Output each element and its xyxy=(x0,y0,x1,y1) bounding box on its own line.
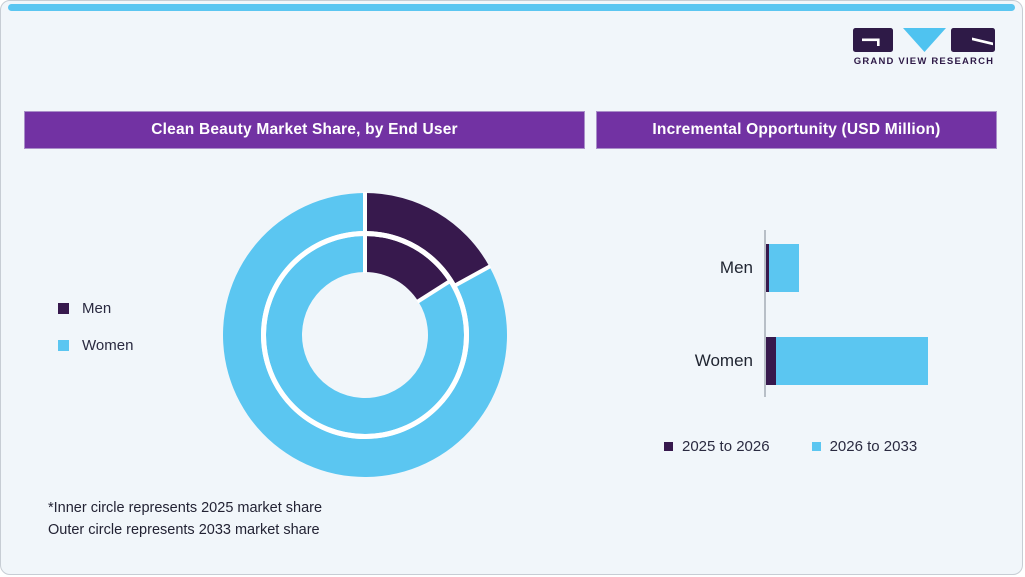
bar-label-men: Men xyxy=(719,258,753,277)
bar-women-seg-2025-2026 xyxy=(766,337,776,385)
legend-item-2025-2026: 2025 to 2026 xyxy=(664,438,770,455)
donut-ring-gap xyxy=(261,231,469,439)
bar-men-seg-2025-2026 xyxy=(766,244,769,292)
top-accent-strip xyxy=(8,4,1015,11)
left-panel-title: Clean Beauty Market Share, by End User xyxy=(24,111,585,149)
swatch-2026-2033 xyxy=(811,442,821,451)
legend-label-2026-2033: 2026 to 2033 xyxy=(829,438,918,455)
gvr-logo-icon xyxy=(853,28,995,52)
legend-label-2025-2026: 2025 to 2026 xyxy=(682,438,770,455)
legend-item-men: Men xyxy=(58,297,133,319)
legend-item-women: Women xyxy=(58,334,133,356)
legend-label-women: Women xyxy=(82,336,134,354)
gvr-logo-text: GRAND VIEW RESEARCH xyxy=(853,56,995,67)
right-panel-title-label: Incremental Opportunity (USD Million) xyxy=(652,121,941,138)
left-panel-title-label: Clean Beauty Market Share, by End User xyxy=(151,121,458,138)
donut-footnote: *Inner circle represents 2025 market sha… xyxy=(48,497,322,541)
bar-row-men: Men xyxy=(641,244,799,292)
men-swatch xyxy=(58,302,69,314)
donut-inner-slice-women xyxy=(266,236,465,434)
gvr-logo: GRAND VIEW RESEARCH xyxy=(853,28,995,67)
donut-separator xyxy=(416,279,451,304)
donut-separator xyxy=(454,264,492,288)
legend-label-men: Men xyxy=(82,299,112,317)
donut-chart xyxy=(223,192,508,477)
donut-legend: Men Women xyxy=(58,297,133,371)
donut-inner-slice-men xyxy=(365,236,449,302)
footnote-line-2: Outer circle represents 2033 market shar… xyxy=(48,522,320,538)
swatch-2025-2026 xyxy=(664,442,673,451)
bar-legend: 2025 to 2026 2026 to 2033 xyxy=(664,438,959,455)
bar-men-seg-2026-2033 xyxy=(769,244,799,292)
bar-axis-line xyxy=(764,230,766,397)
right-panel-title: Incremental Opportunity (USD Million) xyxy=(596,111,997,149)
bar-label-women: Women xyxy=(694,351,753,370)
footnote-line-1: *Inner circle represents 2025 market sha… xyxy=(48,500,323,516)
donut-outer-slice-men xyxy=(365,193,490,285)
bar-men xyxy=(766,244,799,292)
women-swatch xyxy=(58,339,69,351)
bar-row-women: Women xyxy=(641,337,928,385)
logo-triangle-icon xyxy=(903,28,946,52)
legend-item-2026-2033: 2026 to 2033 xyxy=(811,438,918,455)
bar-women-seg-2026-2033 xyxy=(776,337,928,385)
bar-women xyxy=(766,337,928,385)
